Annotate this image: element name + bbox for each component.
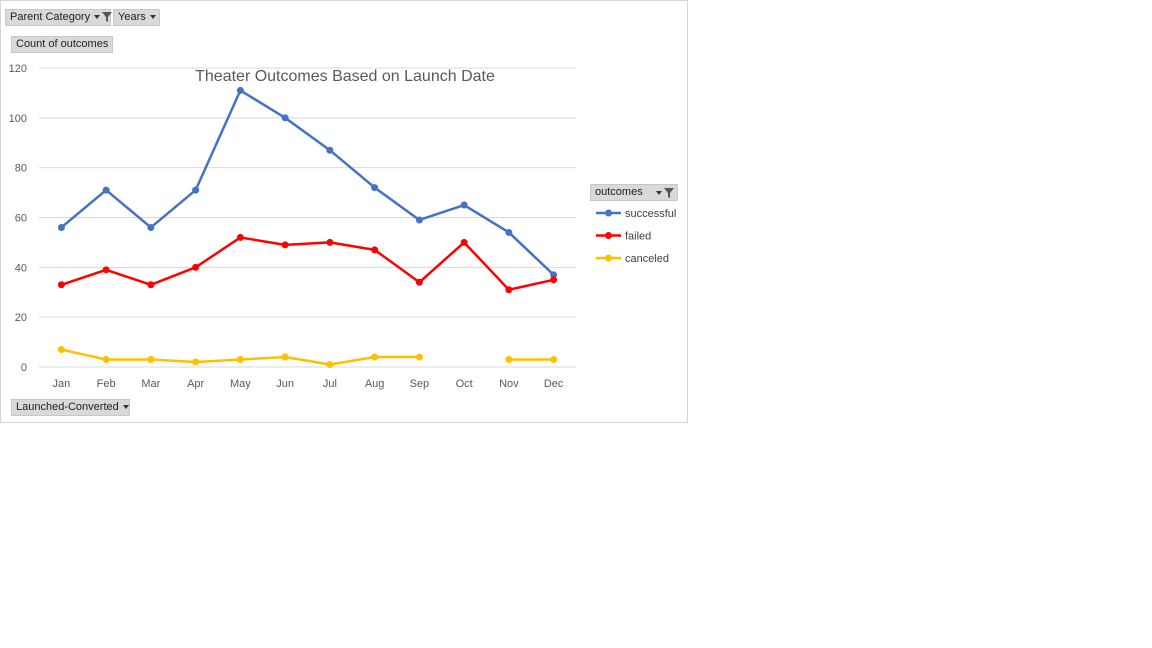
point-failed-dec [550, 276, 558, 284]
filter-icon [102, 12, 113, 23]
y-tick-label: 80 [15, 163, 27, 175]
point-failed-aug [371, 246, 379, 254]
point-canceled-jun [281, 353, 289, 361]
dropdown-arrow-icon [94, 15, 101, 20]
chart-plot-area: Theater Outcomes Based on Launch Date 0 2… [9, 63, 677, 390]
point-successful-jan [57, 223, 65, 231]
parent-category-filter-button[interactable]: Parent Category [5, 9, 113, 26]
dropdown-arrow-icon [656, 191, 662, 196]
point-failed-nov [505, 286, 513, 294]
point-canceled-jan [57, 346, 65, 354]
chart-title: Theater Outcomes Based on Launch Date [195, 68, 495, 85]
point-failed-mar [147, 281, 155, 289]
filter-icon [664, 188, 674, 199]
legend-marker-failed [605, 232, 612, 239]
x-tick-label-apr: Apr [187, 378, 204, 390]
legend-label-canceled: canceled [625, 253, 669, 265]
point-failed-sep [415, 278, 423, 286]
y-tick-label: 100 [9, 113, 27, 125]
point-failed-jan [57, 281, 65, 289]
x-tick-label-jan: Jan [53, 378, 71, 390]
point-failed-oct [460, 238, 468, 246]
series-line-failed [60, 236, 554, 292]
legend-field-label: outcomes [595, 186, 643, 198]
y-tick-label: 20 [15, 312, 27, 324]
point-canceled-dec [550, 356, 558, 364]
values-field-button[interactable]: Count of outcomes [11, 36, 114, 53]
point-failed-may [236, 233, 244, 241]
legend-label-failed: failed [625, 231, 651, 243]
y-tick-label: 0 [21, 362, 27, 374]
point-canceled-nov [505, 356, 513, 364]
x-tick-label-aug: Aug [365, 378, 385, 390]
point-successful-may [236, 86, 244, 94]
pivot-chart: Parent Category Years Count of outcomes … [0, 0, 688, 423]
point-successful-jul [326, 146, 334, 154]
point-failed-feb [102, 266, 110, 274]
values-field-label: Count of outcomes [16, 38, 109, 50]
point-successful-oct [460, 201, 468, 209]
dropdown-arrow-icon [122, 405, 129, 410]
point-successful-sep [415, 216, 423, 224]
point-successful-apr [192, 186, 200, 194]
point-successful-mar [147, 223, 155, 231]
point-successful-feb [102, 186, 110, 194]
point-successful-nov [505, 228, 513, 236]
point-failed-apr [192, 263, 200, 271]
y-tick-label: 40 [15, 262, 27, 274]
point-canceled-aug [371, 353, 379, 361]
years-label: Years [118, 11, 146, 23]
axis-field-button[interactable]: Launched-Converted [11, 399, 130, 416]
series-line-canceled-0 [61, 348, 420, 366]
legend-label-successful: successful [625, 208, 676, 220]
point-canceled-sep [415, 353, 423, 361]
x-tick-label-nov: Nov [499, 378, 519, 390]
x-tick-label-jun: Jun [276, 378, 294, 390]
point-canceled-feb [102, 356, 110, 364]
series-line-successful [60, 89, 555, 276]
x-tick-label-oct: Oct [456, 378, 473, 390]
parent-category-label: Parent Category [10, 11, 91, 23]
point-successful-dec [550, 271, 558, 279]
years-filter-button[interactable]: Years [113, 9, 160, 26]
x-tick-label-may: May [230, 378, 251, 390]
legend-field-button[interactable]: outcomes [590, 184, 678, 201]
x-tick-label-jul: Jul [323, 378, 337, 390]
point-canceled-mar [147, 356, 155, 364]
point-canceled-apr [192, 358, 200, 366]
point-successful-jun [281, 114, 289, 122]
x-tick-label-mar: Mar [141, 378, 160, 390]
legend-marker-successful [605, 209, 612, 217]
point-successful-aug [371, 184, 379, 192]
axis-field-label: Launched-Converted [16, 401, 119, 413]
point-failed-jul [326, 238, 334, 246]
y-tick-label: 120 [9, 63, 27, 75]
dropdown-arrow-icon [149, 15, 156, 20]
x-tick-label-feb: Feb [97, 378, 116, 390]
point-failed-jun [281, 241, 289, 249]
point-canceled-may [236, 356, 244, 364]
y-tick-label: 60 [15, 213, 27, 225]
legend-marker-canceled [605, 254, 612, 262]
point-canceled-jul [326, 361, 334, 369]
x-tick-label-dec: Dec [544, 378, 564, 390]
x-tick-label-sep: Sep [410, 378, 430, 390]
